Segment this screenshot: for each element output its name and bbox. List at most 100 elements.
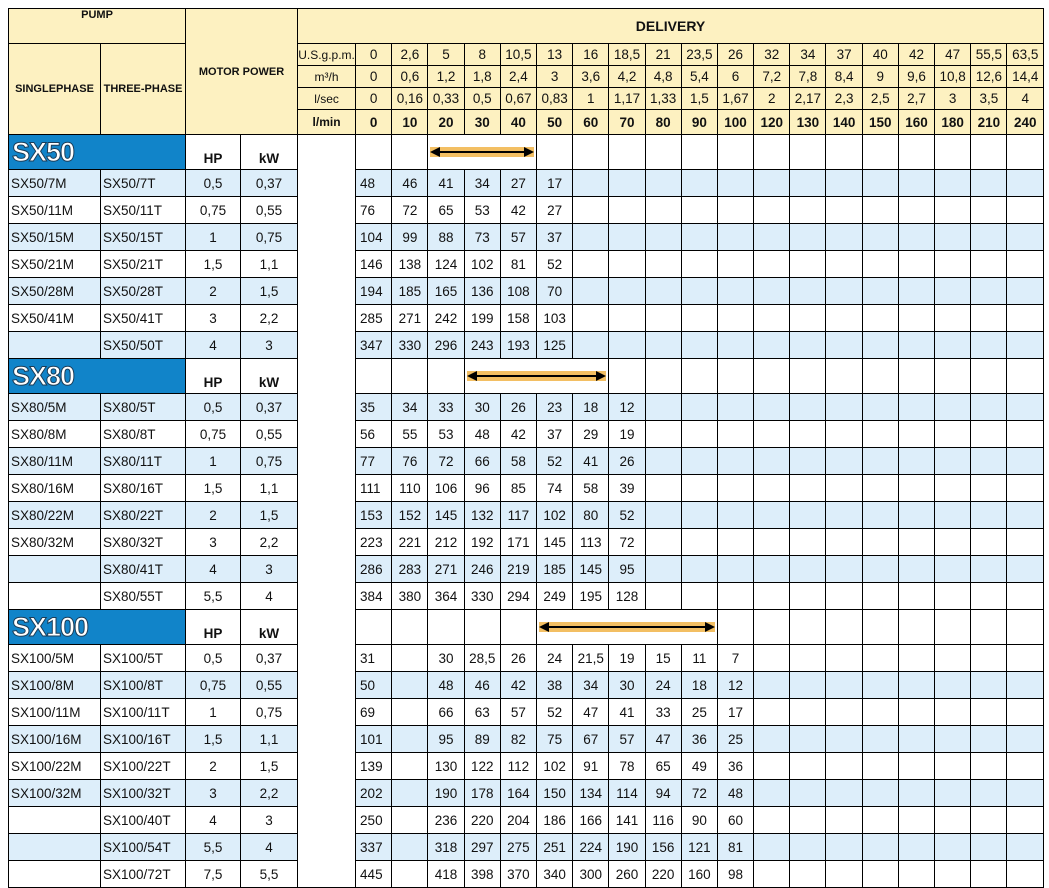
section-header-sx80: SX80 HP kW — [7, 358, 1044, 394]
head-value — [861, 860, 899, 888]
spacer-column — [297, 134, 357, 888]
head-value: 69 — [355, 698, 393, 726]
empty-cell — [934, 609, 972, 645]
head-value: 102 — [535, 752, 574, 780]
head-value — [825, 331, 863, 359]
unit-value: 180 — [934, 109, 972, 135]
head-value: 18 — [572, 393, 610, 421]
unit-value: 40 — [861, 43, 899, 66]
unit-value: 240 — [1006, 109, 1044, 135]
head-value: 85 — [499, 474, 537, 502]
head-value — [608, 223, 646, 251]
head-value: 158 — [499, 304, 537, 332]
power-kw: 1,1 — [240, 250, 299, 278]
head-value: 88 — [427, 223, 465, 251]
table-row: SX80/22M SX80/22T 2 1,5 153 152 145 132 117 102 80… — [7, 501, 1044, 529]
head-value: 171 — [499, 528, 537, 556]
singlephase-model: SX80/8M — [7, 420, 102, 448]
head-value: 34 — [463, 169, 501, 197]
head-value — [1006, 223, 1044, 251]
singlephase-model: SX50/21M — [7, 250, 102, 278]
head-value — [934, 393, 972, 421]
unit-value: 47 — [934, 43, 972, 66]
head-value — [789, 555, 827, 583]
unit-value: 2,7 — [897, 87, 936, 110]
best-efficiency-range — [463, 358, 610, 394]
head-value — [897, 779, 936, 807]
head-value: 145 — [572, 555, 610, 583]
unit-value: 34 — [789, 43, 827, 66]
power-hp: 0,75 — [185, 196, 242, 224]
threephase-model: SX100/22T — [100, 752, 187, 780]
unit-value: 3 — [535, 65, 574, 88]
head-value — [934, 582, 972, 610]
unit-value: 2,4 — [499, 65, 537, 88]
head-value — [680, 474, 718, 502]
head-value — [680, 447, 718, 475]
head-value — [970, 555, 1008, 583]
unit-value: 21 — [644, 43, 682, 66]
head-value: 72 — [680, 779, 718, 807]
power-kw: 0,75 — [240, 223, 299, 251]
head-value — [861, 806, 899, 834]
head-value: 150 — [535, 779, 574, 807]
head-value: 128 — [608, 582, 646, 610]
head-value: 340 — [535, 860, 574, 888]
singlephase-model: SX100/22M — [7, 752, 102, 780]
head-value — [861, 779, 899, 807]
head-value — [680, 223, 718, 251]
head-value — [861, 582, 899, 610]
head-value — [970, 250, 1008, 278]
unit-value: 2,3 — [825, 87, 863, 110]
head-value — [934, 725, 972, 753]
head-value — [680, 555, 718, 583]
power-hp: 0,5 — [185, 644, 242, 672]
head-value — [608, 169, 646, 197]
head-value: 285 — [355, 304, 393, 332]
head-value — [608, 250, 646, 278]
empty-cell — [427, 609, 465, 645]
empty-cell — [789, 134, 827, 170]
unit-value: 1,33 — [644, 87, 682, 110]
head-value: 112 — [499, 752, 537, 780]
head-value — [644, 420, 682, 448]
empty-cell — [789, 609, 827, 645]
head-value — [753, 555, 791, 583]
head-value — [1006, 555, 1044, 583]
head-value — [861, 304, 899, 332]
head-value — [753, 671, 791, 699]
head-value — [970, 304, 1008, 332]
head-value — [680, 304, 718, 332]
threephase-model: SX100/72T — [100, 860, 187, 888]
table-row: SX100/32M SX100/32T 3 2,2 202 190 178 164 150 134… — [7, 779, 1044, 807]
unit-value: 26 — [716, 43, 755, 66]
head-value — [753, 474, 791, 502]
threephase-header: THREE-PHASE — [100, 43, 187, 135]
head-value: 95 — [427, 725, 465, 753]
head-value: 164 — [499, 779, 537, 807]
head-value — [861, 331, 899, 359]
head-value — [825, 644, 863, 672]
power-hp: 5,5 — [185, 833, 242, 861]
hp-label: HP — [185, 609, 242, 645]
head-value: 130 — [427, 752, 465, 780]
head-value: 46 — [391, 169, 429, 197]
head-value: 33 — [427, 393, 465, 421]
power-hp: 4 — [185, 331, 242, 359]
head-value — [391, 779, 429, 807]
head-value — [861, 196, 899, 224]
empty-cell — [897, 609, 936, 645]
unit-value: 70 — [608, 109, 646, 135]
head-value: 165 — [427, 277, 465, 305]
empty-cell — [825, 609, 863, 645]
unit-value: 2 — [753, 87, 791, 110]
head-value — [825, 779, 863, 807]
head-value — [716, 474, 755, 502]
unit-value: 30 — [463, 109, 501, 135]
head-value — [861, 644, 899, 672]
unit-value: 5,4 — [680, 65, 718, 88]
delivery-header: DELIVERY — [297, 8, 1044, 44]
head-value — [970, 474, 1008, 502]
head-value: 96 — [463, 474, 501, 502]
power-hp: 1,5 — [185, 725, 242, 753]
